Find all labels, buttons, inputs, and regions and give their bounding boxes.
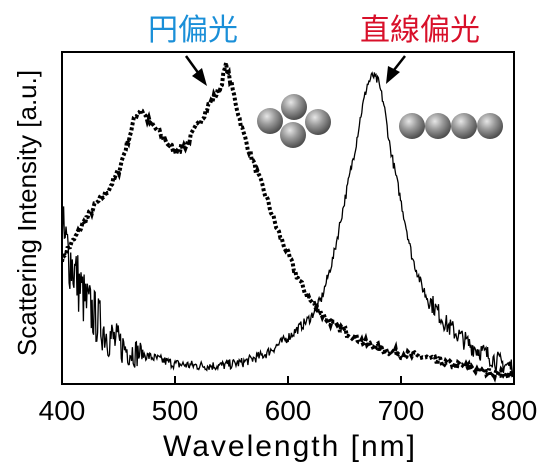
linear-polarization-label: 直線偏光 [360, 13, 480, 48]
x-axis-label: Wavelength [nm] [163, 430, 417, 463]
series-line [62, 62, 514, 383]
nanoparticle-sphere [280, 122, 306, 148]
x-tick-label: 600 [265, 395, 312, 426]
square-nanoparticle-arrangement [257, 94, 331, 148]
nanoparticle-sphere [281, 94, 307, 120]
y-axis-label: Scattering Intensity [a.u.] [12, 70, 42, 356]
nanoparticle-sphere [257, 108, 283, 134]
x-tick-label: 700 [378, 395, 425, 426]
x-tick-layer: 400 500 600 700 800 [39, 376, 538, 426]
x-tick-label: 500 [152, 395, 199, 426]
nanoparticle-sphere [399, 113, 425, 139]
linear-nanoparticle-chain [399, 113, 503, 139]
circular-polarization-label: 円偏光 [148, 13, 238, 48]
nanoparticle-sphere [305, 109, 331, 135]
nanoparticle-sphere [477, 113, 503, 139]
linear-polarization-arrow [386, 55, 406, 84]
series-line [62, 71, 514, 378]
series-linear-polarization [62, 71, 514, 378]
series-circular-polarization [62, 62, 514, 383]
x-tick-label: 800 [491, 395, 538, 426]
x-tick-label: 400 [39, 395, 86, 426]
series-layer [62, 62, 514, 383]
circular-polarization-arrow [184, 55, 207, 86]
nanoparticle-sphere [451, 113, 477, 139]
nanoparticle-sphere [425, 113, 451, 139]
